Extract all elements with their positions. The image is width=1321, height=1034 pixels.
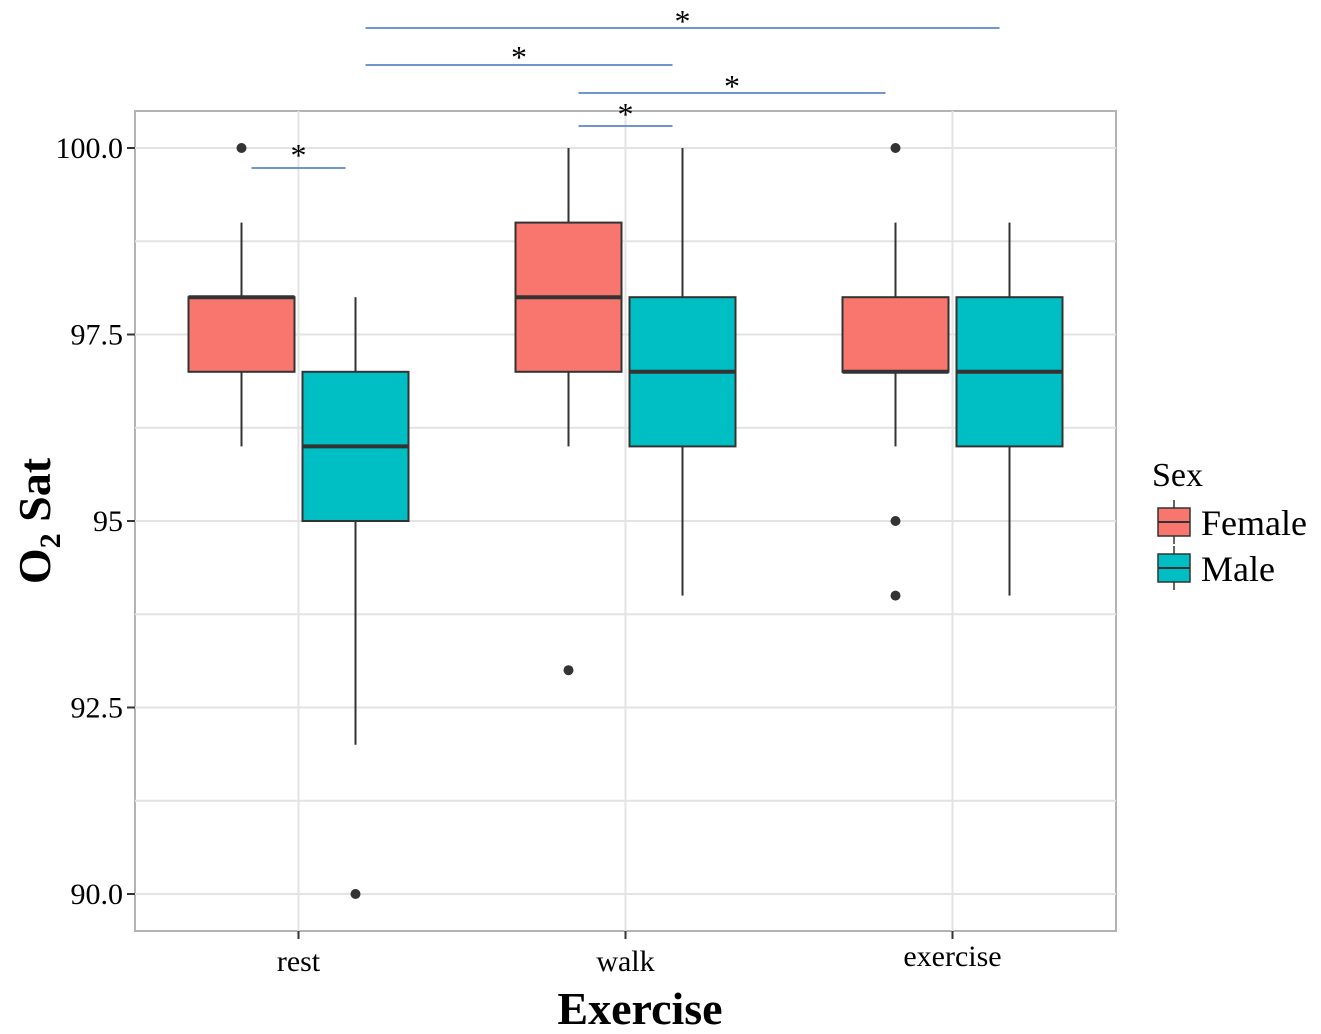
significance-label: * <box>675 3 691 39</box>
box-male-exercise <box>955 222 1064 596</box>
legend-label: Male <box>1201 549 1275 589</box>
outlier-point <box>236 143 247 153</box>
box-female-walk <box>514 148 623 676</box>
outlier-point <box>890 143 901 153</box>
y-tick-label: 92.5 <box>71 692 124 725</box>
grid-lines <box>135 111 1116 931</box>
significance-label: * <box>291 137 307 173</box>
significance-label: * <box>724 68 740 104</box>
box-group <box>187 143 1064 899</box>
legend-item-female: Female <box>1157 500 1307 544</box>
y-axis-title-rest: Sat <box>9 457 60 533</box>
box-iqr <box>187 296 296 373</box>
legend-label: Female <box>1201 503 1307 543</box>
x-axis: rest walk exercise <box>277 931 1002 978</box>
significance-label: * <box>511 39 527 75</box>
y-axis: 90.0 92.5 95 97.5 100.0 <box>56 132 135 911</box>
y-tick-label: 90.0 <box>71 878 124 911</box>
box-male-rest <box>301 297 410 899</box>
box-male-walk <box>628 148 737 596</box>
outlier-point <box>563 665 574 676</box>
legend-item-male: Male <box>1157 546 1275 590</box>
y-axis-title-subscript: 2 <box>34 533 67 548</box>
y-tick-label: 100.0 <box>56 132 124 165</box>
outlier-point <box>890 516 901 526</box>
x-tick-label-walk: walk <box>596 945 654 978</box>
outlier-point <box>890 590 901 601</box>
x-tick-label-rest: rest <box>277 945 321 978</box>
legend-title: Sex <box>1152 457 1203 494</box>
box-female-rest <box>187 143 296 447</box>
significance-label: * <box>618 96 634 132</box>
significance-brackets: * * * * * <box>251 3 1000 173</box>
box-iqr <box>841 296 950 373</box>
legend: Sex Female Male <box>1152 457 1307 590</box>
y-tick-label: 97.5 <box>71 319 124 352</box>
y-tick-label: 95 <box>93 505 123 538</box>
outlier-point <box>350 889 361 899</box>
x-axis-title: Exercise <box>557 983 722 1034</box>
box-female-exercise <box>841 143 950 601</box>
x-tick-label-exercise: exercise <box>903 940 1001 973</box>
y-axis-title: O2 Sat <box>9 457 67 584</box>
legend-items: Female Male <box>1157 500 1307 590</box>
y-axis-title-main: O <box>9 548 60 584</box>
